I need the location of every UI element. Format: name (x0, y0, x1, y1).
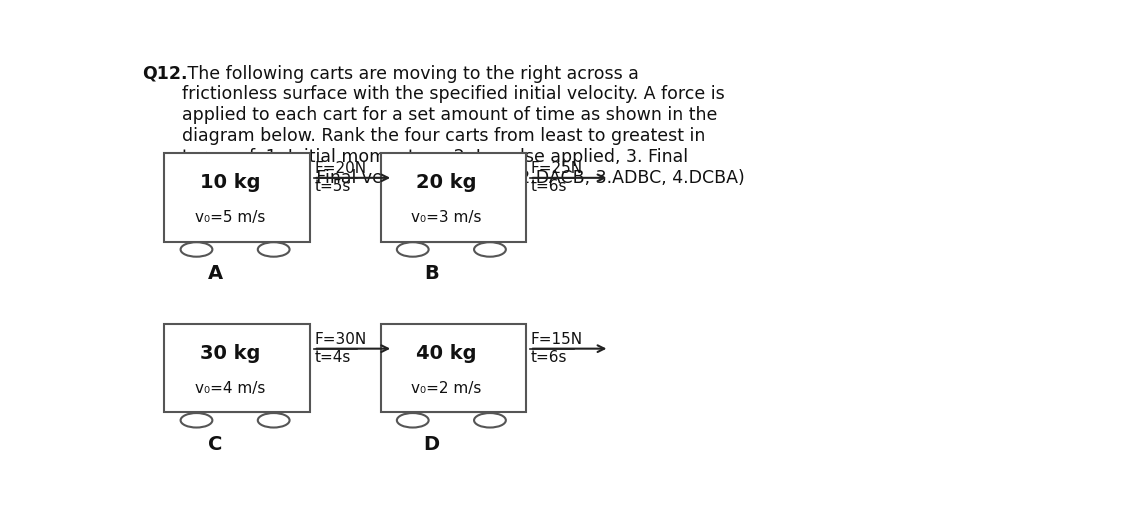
Circle shape (474, 413, 506, 428)
Text: Q12.: Q12. (142, 65, 188, 82)
Text: F=15N: F=15N (531, 332, 583, 347)
Circle shape (257, 413, 289, 428)
Text: F=20N: F=20N (314, 161, 367, 176)
Text: v₀=2 m/s: v₀=2 m/s (411, 381, 482, 396)
Bar (380, 324, 526, 412)
Text: t=6s: t=6s (531, 180, 567, 194)
Circle shape (181, 242, 212, 257)
Text: v₀=3 m/s: v₀=3 m/s (411, 210, 482, 225)
Bar (380, 153, 526, 242)
Text: C: C (208, 435, 222, 454)
Text: t=5s: t=5s (314, 180, 351, 194)
Text: 10 kg: 10 kg (199, 173, 260, 192)
Text: 40 kg: 40 kg (416, 343, 476, 363)
Text: 30 kg: 30 kg (199, 343, 260, 363)
Text: v₀=5 m/s: v₀=5 m/s (195, 210, 265, 225)
Text: 20 kg: 20 kg (416, 173, 476, 192)
Circle shape (474, 242, 506, 257)
Text: The following carts are moving to the right across a
frictionless surface with t: The following carts are moving to the ri… (182, 65, 745, 187)
Circle shape (396, 413, 428, 428)
Text: t=4s: t=4s (314, 350, 351, 365)
Text: F=30N: F=30N (314, 332, 367, 347)
Text: B: B (425, 264, 439, 283)
Bar (164, 153, 310, 242)
Text: t=6s: t=6s (531, 350, 567, 365)
Circle shape (257, 242, 289, 257)
Circle shape (181, 413, 212, 428)
Text: A: A (207, 264, 223, 283)
Text: D: D (424, 435, 440, 454)
Text: F=25N: F=25N (531, 161, 583, 176)
Circle shape (396, 242, 428, 257)
Text: v₀=4 m/s: v₀=4 m/s (195, 381, 265, 396)
Bar (164, 324, 310, 412)
